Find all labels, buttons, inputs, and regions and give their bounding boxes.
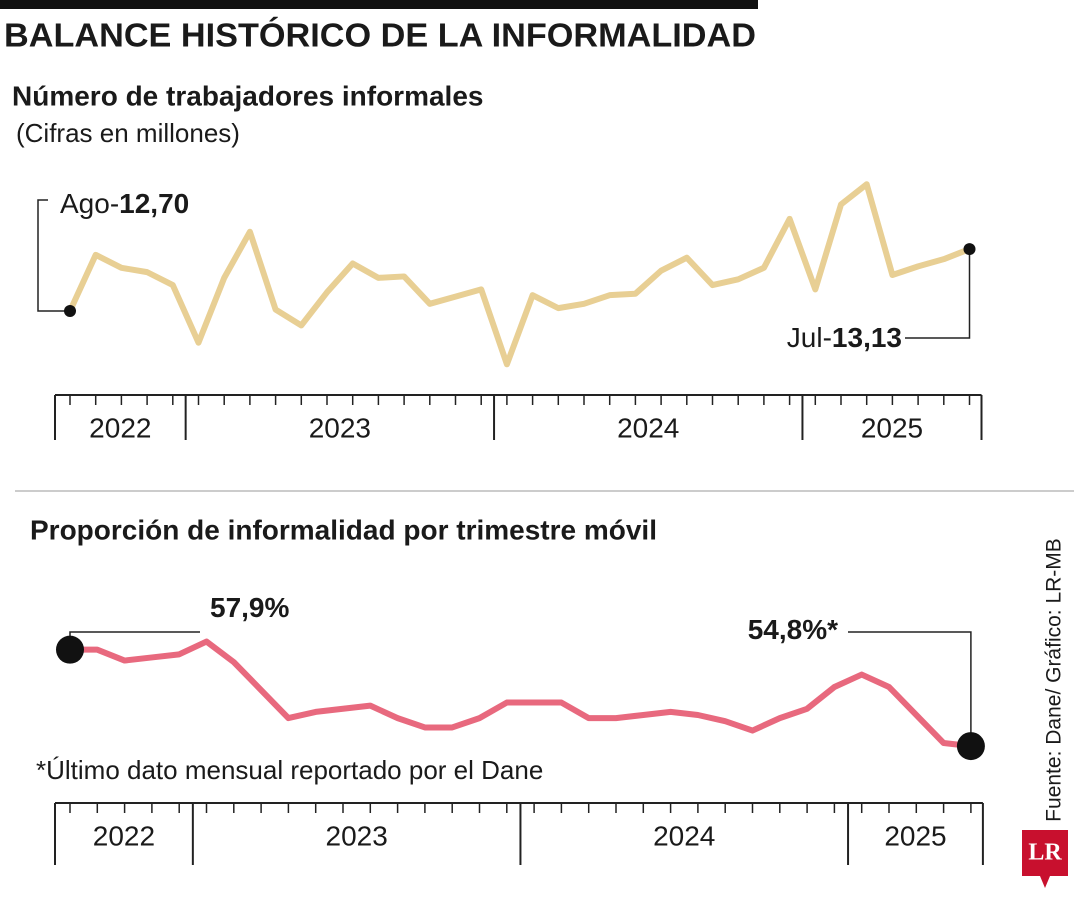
data-point — [963, 243, 976, 256]
chart-title: Proporción de informalidad por trimestre… — [30, 514, 657, 545]
x-tick-label: 2022 — [89, 412, 151, 443]
value-label: Ago-12,70 — [60, 188, 189, 219]
data-point — [64, 305, 76, 317]
chart-subtitle: (Cifras en millones) — [16, 118, 240, 148]
logo-box — [1022, 830, 1068, 876]
logo: LR — [1028, 840, 1062, 866]
x-tick-label: 2024 — [653, 820, 715, 851]
footnote: *Último dato mensual reportado por el Da… — [36, 755, 543, 785]
chart-title: Número de trabajadores informales — [12, 80, 483, 111]
data-point — [56, 635, 84, 664]
value-label: 57,9% — [210, 592, 289, 623]
leader-line — [37, 199, 70, 312]
x-tick-label: 2025 — [884, 820, 946, 851]
main-title: BALANCE HISTÓRICO DE LA INFORMALIDAD — [4, 17, 756, 54]
top-bar — [0, 0, 758, 9]
leader-line — [905, 249, 971, 339]
value-label: 54,8%* — [748, 614, 838, 645]
x-tick-label: 2024 — [617, 412, 679, 443]
data-point — [956, 732, 985, 761]
label-value: 12,70 — [119, 188, 189, 219]
label-prefix: Jul- — [787, 322, 832, 353]
data-line — [70, 638, 972, 750]
x-tick-label: 2025 — [861, 412, 923, 443]
x-tick-label: 2022 — [93, 820, 155, 851]
data-line — [67, 181, 971, 368]
label-value: 13,13 — [832, 322, 902, 353]
logo-tail — [1040, 876, 1050, 888]
source: Fuente: Dane/ Gráfico: LR-MB — [1043, 538, 1066, 822]
leader-line — [848, 631, 972, 747]
label-value: 54,8%* — [748, 614, 838, 645]
value-label: Jul-13,13 — [787, 322, 902, 353]
x-tick-label: 2023 — [326, 820, 388, 851]
x-tick-label: 2023 — [309, 412, 371, 443]
label-prefix: Ago- — [60, 188, 119, 219]
label-value: 57,9% — [210, 592, 289, 623]
